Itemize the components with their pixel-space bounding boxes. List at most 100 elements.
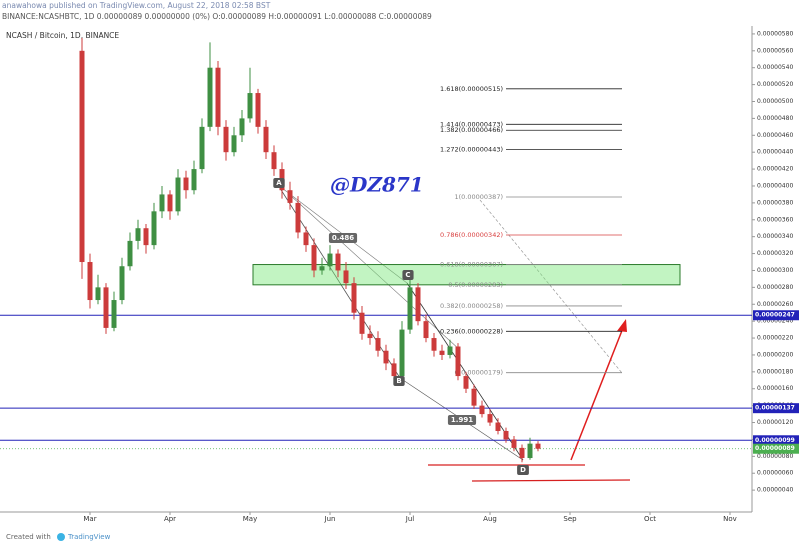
candle-body [103,287,109,328]
x-tick-label: Oct [644,515,656,523]
candle-body [431,338,437,351]
candle-body [111,300,117,328]
watermark: @DZ871 [330,173,424,197]
candle-body [487,414,493,423]
candle-body [207,67,213,127]
candle-body [351,283,357,313]
candle-body [79,50,85,263]
y-tick-label: 0.00000040 [757,487,793,494]
candle-body [191,169,197,191]
fib-zone [252,264,681,286]
y-tick-label: 0.00000260 [757,301,793,308]
y-tick-label: 0.00000180 [757,368,793,375]
candle-body [391,363,397,377]
candle-body [311,245,317,271]
candle-body [327,253,333,267]
fib-label: 1.382(0.00000466) [440,126,503,134]
candle-body [151,211,157,246]
candle-body [455,346,461,377]
candle-body [143,228,149,246]
x-tick-label: Nov [723,515,737,523]
candle-body [367,333,373,339]
candle-body [239,118,245,136]
candle-body [223,126,229,153]
candle-body [479,405,485,415]
candle-body [95,287,101,301]
candle-body [271,152,277,170]
footer-text: Created with [6,533,51,541]
x-tick-label: Mar [83,515,96,523]
arrow [570,327,624,461]
y-tick-label: 0.00000120 [757,419,793,426]
candle-body [303,232,309,246]
candle-body [215,67,221,127]
annotation-box [402,270,414,280]
candle-body [471,388,477,406]
candle-body [415,287,421,322]
x-tick-label: Sep [563,515,577,523]
annotation-box [328,233,358,243]
price-tag-label: 0.00000247 [755,312,795,319]
y-tick-label: 0.00000520 [757,81,793,88]
price-tag [753,443,799,454]
candle-body [295,202,301,233]
y-tick-label: 0.00000460 [757,132,793,139]
price-tag-label: 0.00000099 [755,437,795,444]
candle-body [399,329,405,377]
candle-body [159,194,165,212]
projection-line [479,199,623,374]
candle-body [135,228,141,241]
y-tick-label: 0.00000240 [757,318,793,325]
y-tick-label: 0.00000300 [757,267,793,274]
candle-body [343,270,349,284]
candle-body [407,287,413,330]
candle-body [119,266,125,301]
y-tick-label: 0.00000420 [757,166,793,173]
y-tick-label: 0.00000060 [757,470,793,477]
price-tag-label: 0.00000089 [755,445,795,452]
ticker-line: BINANCE:NCASHBTC, 1D 0.00000089 0.000000… [2,12,432,21]
annotation: 0.486 [332,234,354,242]
fib-label: 0(0.00000179) [455,369,504,377]
candle-body [255,93,261,127]
annotation: B [396,377,401,385]
fib-label: 1.414(0.00000473) [440,120,503,128]
annotation-box [273,178,285,188]
y-tick-label: 0.00000480 [757,115,793,122]
fib-label: 1.272(0.00000443) [440,146,503,154]
candle-body [183,177,189,191]
candle-body [175,177,181,212]
candle-body [199,126,205,170]
trendline [406,282,524,461]
candle-body [439,350,445,355]
fib-label: 0.786(0.00000342) [440,231,503,239]
chart-title: NCASH / Bitcoin, 1D, BINANCE [6,31,119,40]
fib-label: 0.618(0.00000307) [440,261,503,269]
fib-label: 0.5(0.00000283) [448,281,503,289]
y-tick-label: 0.00000080 [757,453,793,460]
candle-body [231,135,237,153]
y-tick-label: 0.00000440 [757,149,793,156]
candle-body [287,190,293,203]
y-tick-label: 0.00000380 [757,199,793,206]
y-tick-label: 0.00000400 [757,182,793,189]
candle-body [263,126,269,153]
y-tick-label: 0.00000320 [757,250,793,257]
x-tick-label: Apr [164,515,176,523]
logo [57,533,65,541]
candle-body [319,266,325,271]
candle-body [375,338,381,351]
y-tick-label: 0.00000340 [757,233,793,240]
annotation: 1.991 [451,416,473,424]
annotation-box [447,415,477,425]
price-tag [753,403,799,414]
candle-body [519,447,525,459]
x-tick-label: Jun [324,515,336,523]
trendline [289,194,461,351]
fib-label: 1(0.00000387) [455,193,504,201]
fib-label: 0.236(0.00000228) [440,327,503,335]
candle-body [87,262,93,301]
y-tick-label: 0.00000220 [757,335,793,342]
candle-body [511,439,517,448]
